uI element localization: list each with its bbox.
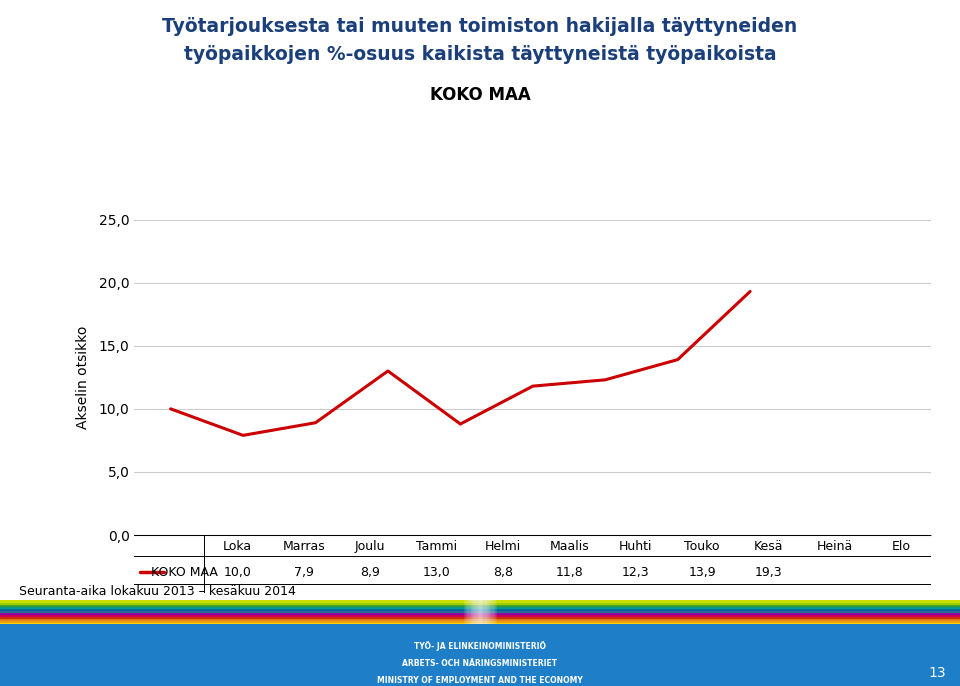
Text: 12,3: 12,3 bbox=[622, 565, 650, 578]
Text: Heinä: Heinä bbox=[817, 540, 853, 553]
Text: Huhti: Huhti bbox=[619, 540, 653, 553]
Bar bbox=[466, 600, 494, 624]
Text: Loka: Loka bbox=[223, 540, 252, 553]
Text: Helmi: Helmi bbox=[485, 540, 521, 553]
Y-axis label: Akselin otsikko: Akselin otsikko bbox=[77, 326, 90, 429]
Bar bbox=[0, 616, 960, 618]
Bar bbox=[468, 600, 492, 624]
Bar bbox=[0, 613, 960, 614]
Text: työpaikkojen %-osuus kaikista täyttyneistä työpaikoista: työpaikkojen %-osuus kaikista täyttyneis… bbox=[183, 45, 777, 64]
Text: MINISTRY OF EMPLOYMENT AND THE ECONOMY: MINISTRY OF EMPLOYMENT AND THE ECONOMY bbox=[377, 676, 583, 685]
Text: 10,0: 10,0 bbox=[224, 565, 252, 578]
Bar bbox=[0, 604, 960, 606]
Text: Marras: Marras bbox=[282, 540, 325, 553]
Text: Seuranta-aika lokakuu 2013 – kesäkuu 2014: Seuranta-aika lokakuu 2013 – kesäkuu 201… bbox=[19, 585, 296, 598]
Bar bbox=[472, 600, 488, 624]
Bar bbox=[0, 606, 960, 608]
Text: Joulu: Joulu bbox=[355, 540, 385, 553]
Text: 19,3: 19,3 bbox=[755, 565, 782, 578]
Bar bbox=[0, 618, 960, 620]
Text: 7,9: 7,9 bbox=[294, 565, 314, 578]
Bar bbox=[469, 600, 491, 624]
Text: TYÖ- JA ELINKEINOMINISTERIÖ: TYÖ- JA ELINKEINOMINISTERIÖ bbox=[414, 641, 546, 651]
Text: KOKO MAA: KOKO MAA bbox=[151, 565, 218, 578]
Bar bbox=[470, 600, 490, 624]
Bar bbox=[0, 602, 960, 604]
Text: Elo: Elo bbox=[892, 540, 911, 553]
Bar bbox=[0, 611, 960, 612]
Bar bbox=[0, 600, 960, 602]
Text: 8,8: 8,8 bbox=[492, 565, 513, 578]
Bar bbox=[479, 600, 481, 624]
Text: Tammi: Tammi bbox=[416, 540, 457, 553]
Text: Kesä: Kesä bbox=[754, 540, 783, 553]
Bar bbox=[0, 608, 960, 611]
Bar bbox=[476, 600, 484, 624]
Bar bbox=[475, 600, 485, 624]
Text: ARBETS- OCH NÄRINGSMINISTERIET: ARBETS- OCH NÄRINGSMINISTERIET bbox=[402, 659, 558, 667]
Bar bbox=[468, 600, 492, 624]
Text: 8,9: 8,9 bbox=[360, 565, 380, 578]
Text: Touko: Touko bbox=[684, 540, 720, 553]
Text: 13: 13 bbox=[928, 666, 946, 680]
Text: KOKO MAA: KOKO MAA bbox=[430, 86, 530, 104]
Bar bbox=[464, 600, 496, 624]
Text: Maalis: Maalis bbox=[549, 540, 589, 553]
Bar bbox=[0, 622, 960, 624]
Bar bbox=[474, 600, 486, 624]
Bar bbox=[0, 620, 960, 622]
Text: Työtarjouksesta tai muuten toimiston hakijalla täyttyneiden: Työtarjouksesta tai muuten toimiston hak… bbox=[162, 17, 798, 36]
Bar bbox=[473, 600, 487, 624]
Text: 11,8: 11,8 bbox=[556, 565, 583, 578]
Text: 13,9: 13,9 bbox=[688, 565, 716, 578]
Bar bbox=[478, 600, 482, 624]
Bar bbox=[465, 600, 495, 624]
Text: 13,0: 13,0 bbox=[422, 565, 450, 578]
Bar bbox=[0, 614, 960, 616]
